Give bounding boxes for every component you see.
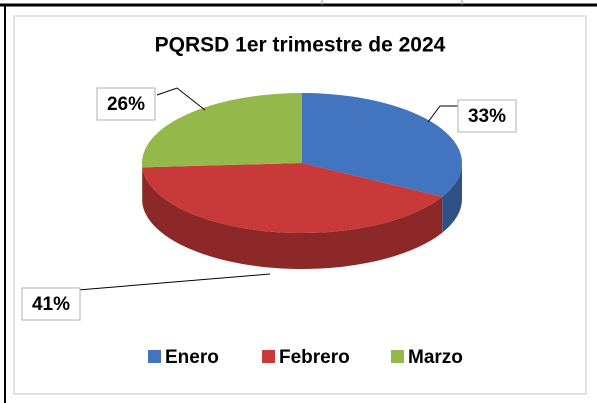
data-labels: 33% 41% 26% (21, 87, 517, 321)
data-label: 26% (107, 94, 145, 115)
pie-slice-side (442, 163, 462, 233)
data-label: 33% (468, 106, 506, 127)
legend-label: Febrero (279, 347, 350, 368)
leader-line (427, 105, 458, 123)
legend-label: Marzo (408, 347, 463, 368)
legend-swatch (262, 350, 275, 363)
pie-slice-side (142, 167, 443, 270)
chart-title: PQRSD 1er trimestre de 2024 (155, 34, 446, 57)
legend-swatch (391, 350, 404, 363)
leader-line (156, 87, 206, 111)
data-label-box (457, 99, 517, 133)
legend: Enero Febrero Marzo (148, 347, 463, 368)
pie (141, 93, 463, 270)
legend-label: Enero (165, 347, 219, 368)
legend-swatch (148, 350, 161, 363)
pie-slice (302, 93, 463, 197)
data-label-box (21, 287, 81, 321)
data-label: 41% (32, 294, 70, 315)
leader-line (77, 273, 271, 291)
pie-slice (142, 163, 443, 234)
pie-slice (141, 93, 302, 168)
data-label-box (96, 87, 156, 121)
